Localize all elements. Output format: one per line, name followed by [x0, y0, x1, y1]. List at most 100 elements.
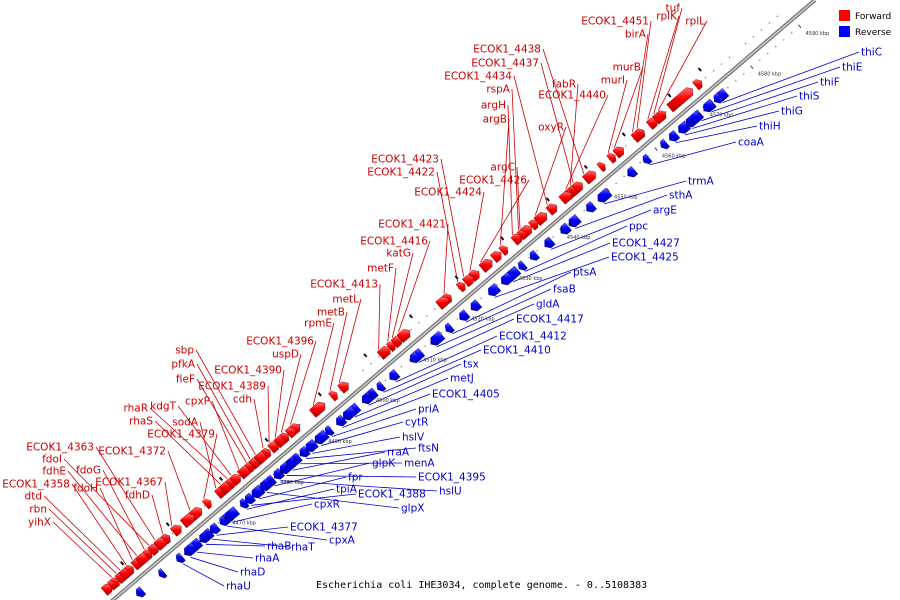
leader-thig: [684, 110, 780, 136]
feature-marker: [165, 522, 170, 527]
gene-arrow-cdh: [261, 448, 272, 459]
leader-hslv: [312, 436, 401, 454]
leader-rhad: [190, 556, 239, 573]
gene-arrow-forward-extra-2: [179, 513, 195, 529]
minor-tick: [378, 356, 380, 358]
leader-fdoh: [99, 487, 133, 560]
gene-label-fdhe: fdhE: [42, 466, 66, 478]
gene-label-stha: sthA: [669, 190, 693, 202]
gene-label-ecok1-4438: ECOK1_4438: [473, 44, 541, 56]
genome-backbone: [109, 0, 817, 600]
gene-arrow-trma: [597, 187, 613, 203]
gene-label-fabr: fabR: [552, 79, 576, 91]
gene-arrow-reverse-extra-4: [251, 485, 265, 499]
leader-katg: [391, 252, 414, 338]
gene-label-fdoh: fdoH: [73, 483, 98, 495]
leader-metf: [387, 267, 397, 342]
gene-label-fdhd: fdhD: [125, 490, 150, 502]
gene-arrow-thig: [678, 120, 692, 134]
leader-rplk: [647, 15, 680, 120]
gene-label-rhad: rhaD: [240, 567, 265, 579]
feature-marker: [500, 236, 505, 241]
gene-label-fdoi: fdoI: [42, 454, 62, 466]
gene-label-ecok1-4422: ECOK1_4422: [367, 167, 435, 179]
tick-label: 4560 kbp: [662, 154, 686, 160]
gene-label-thih: thiH: [759, 121, 781, 133]
minor-tick: [370, 362, 372, 365]
gene-arrow-reverse-extra-2: [186, 542, 198, 555]
leader-ecok1-4416: [397, 240, 431, 333]
tick-mark: [606, 188, 610, 192]
gene-label-ecok1-4437: ECOK1_4437: [471, 58, 539, 70]
gene-arrow-reverse-extra-17: [713, 92, 724, 104]
leader-rhab: [205, 543, 266, 547]
leader-ecok1-4427: [512, 242, 611, 283]
leader-ecok1-4358: [71, 483, 127, 566]
leader-thic: [722, 51, 860, 103]
leader-ecok1-4425: [494, 256, 610, 298]
gene-arrow-reverse-extra-1: [157, 568, 168, 579]
gene-label-thic: thiC: [861, 47, 882, 59]
minor-tick: [567, 223, 569, 225]
gene-arrow-forward-extra-6: [489, 251, 502, 264]
leader-yihx: [52, 521, 113, 578]
leader-ecok1-4423: [440, 158, 465, 277]
tick-label: 4470 kbp: [232, 521, 256, 527]
minor-tick: [496, 284, 498, 286]
gene-label-argh: argH: [481, 100, 506, 112]
gene-arrow-forward-extra-10: [666, 87, 694, 113]
gene-label-metj: metJ: [450, 373, 474, 385]
leader-ecok1-4363: [95, 446, 156, 541]
gene-label-hslu: hslU: [439, 486, 462, 498]
minor-tick: [760, 29, 763, 31]
gene-label-ecok1-4410: ECOK1_4410: [483, 345, 551, 357]
gene-arrow-ptsa: [459, 309, 471, 321]
gene-label-thie: thiE: [842, 62, 862, 74]
gene-label-yihx: yihX: [28, 517, 51, 529]
gene-label-pria: priA: [418, 404, 440, 416]
gene-arrow-reverse-extra-10: [529, 249, 540, 261]
gene-label-cpxa: cpxA: [329, 535, 356, 547]
minor-tick: [552, 236, 554, 238]
gene-arrow-forward-extra-5: [435, 296, 449, 310]
feature-marker: [621, 132, 626, 137]
gene-arrow-metl: [337, 381, 349, 394]
tick-label: 4480 kbp: [280, 480, 304, 486]
gene-label-rhaa: rhaA: [255, 553, 280, 565]
leader-ecok1-4438: [542, 48, 585, 175]
gene-label-cpxp: cpxP: [185, 396, 210, 408]
gene-label-rbn: rbn: [29, 504, 47, 516]
gene-arrow-ecok1-4358: [124, 564, 135, 576]
feature-marker: [697, 67, 702, 72]
gene-arrow-glda: [430, 330, 446, 346]
gene-arrow-oxyr: [533, 212, 548, 227]
minor-tick: [426, 315, 428, 317]
minor-tick: [615, 182, 617, 184]
tick-label: 4580 kbp: [758, 72, 782, 78]
gene-arrow-murb: [612, 146, 624, 159]
leader-rhas: [154, 420, 221, 485]
gene-arrow-forward-extra-9: [596, 161, 606, 173]
gene-label-rraa: rraA: [387, 447, 410, 459]
gene-arrow-ecok1-4434: [545, 203, 558, 216]
gene-arrow-thih: [669, 129, 681, 142]
leader-ftsn: [306, 447, 417, 459]
leader-ecok1-4422: [436, 171, 459, 282]
feature-marker: [363, 353, 368, 358]
gene-label-ptsa: ptsA: [573, 267, 597, 279]
leader-rspa: [511, 88, 519, 230]
leader-pfka: [196, 363, 251, 460]
gene-label-metb: metB: [317, 307, 345, 319]
minor-tick: [735, 80, 737, 82]
minor-tick: [704, 77, 707, 79]
leader-bira: [632, 33, 649, 133]
gene-label-ecok1-4379: ECOK1_4379: [147, 429, 215, 441]
gene-arrow-forward-extra-8: [558, 191, 572, 205]
gene-label-trma: trmA: [688, 176, 714, 188]
leader-metj: [354, 377, 449, 418]
minor-tick: [768, 22, 771, 24]
leader-cdh: [253, 398, 264, 449]
leader-ecok1-4410: [383, 349, 482, 393]
reverse-genes: [135, 88, 730, 598]
